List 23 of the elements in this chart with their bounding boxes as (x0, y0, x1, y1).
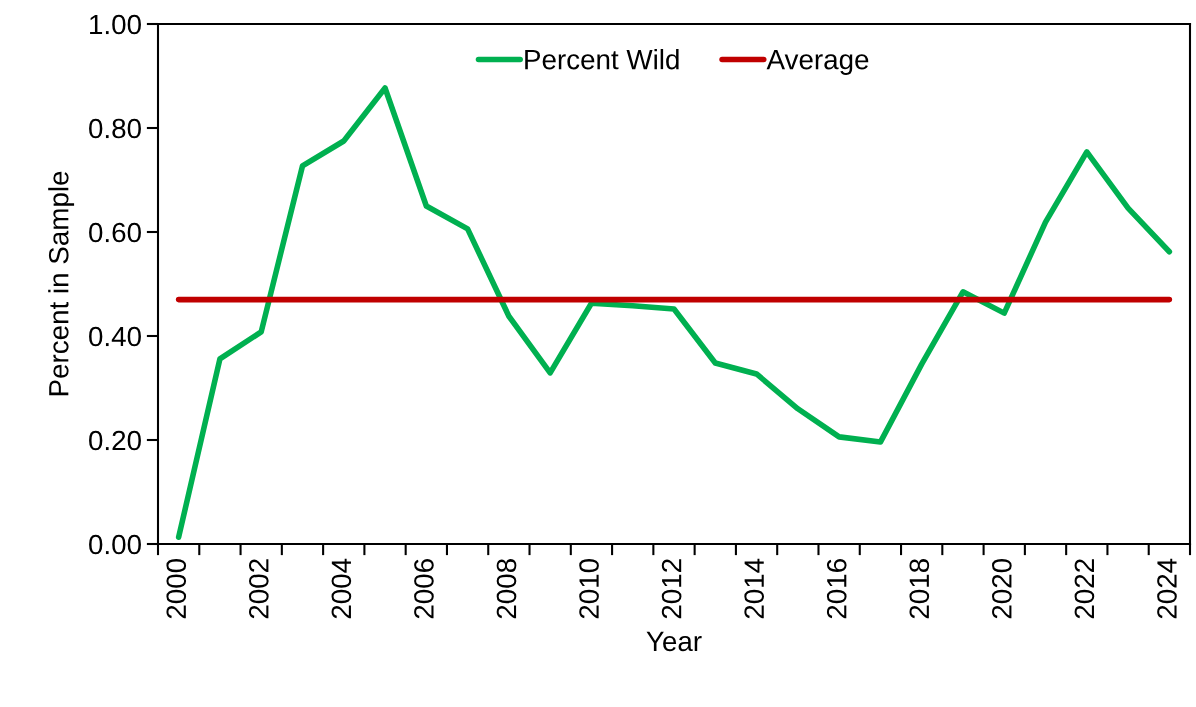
y-tick-label: 0.60 (89, 222, 141, 243)
x-tick-label: 2010 (579, 558, 599, 619)
x-tick-label: 2006 (414, 559, 434, 619)
x-tick-label: 2018 (909, 559, 930, 619)
x-tick-label: 2004 (331, 558, 352, 619)
x-tick-label: 2022 (1074, 559, 1095, 619)
x-tick-label: 2012 (661, 559, 682, 619)
y-tick-label: 0.80 (89, 118, 141, 139)
legend-label: Average (766, 50, 869, 75)
x-tick-label: 2008 (496, 559, 517, 619)
y-tick-label: 0.00 (89, 534, 141, 555)
legend-label: Percent Wild (525, 49, 679, 70)
y-tick-label: 0.40 (89, 326, 141, 347)
y-tick-label: 1.00 (90, 14, 141, 35)
x-axis-title: Year (646, 631, 702, 652)
y-tick-label: 0.20 (89, 430, 141, 451)
x-tick-label: 2020 (992, 558, 1012, 619)
x-tick-label: 2002 (248, 559, 269, 619)
x-tick-label: 2024 (1157, 558, 1177, 619)
x-tick-label: 2000 (166, 558, 187, 619)
x-tick-label: 2016 (826, 559, 847, 619)
x-tick-label: 2014 (744, 558, 765, 619)
y-axis-title: Percent in Sample (48, 171, 75, 396)
